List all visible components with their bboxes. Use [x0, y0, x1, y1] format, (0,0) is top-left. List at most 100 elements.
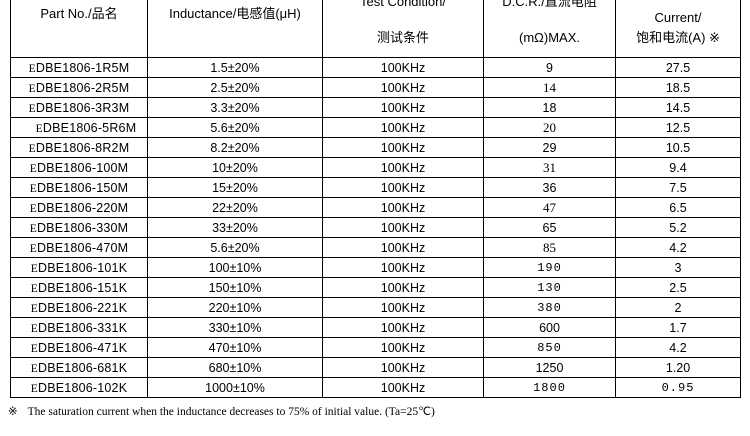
- col-header-dcr-en: D.C.R./直流电阻: [502, 0, 597, 9]
- cell-test-condition: 100KHz: [322, 377, 484, 398]
- cell-test-condition: 100KHz: [322, 317, 484, 338]
- part-no-rest: DBE1806-8R2M: [35, 140, 130, 155]
- cell-test-condition: 100KHz: [322, 237, 484, 258]
- cell-current: 0.95: [615, 377, 741, 398]
- cell-dcr: 85: [483, 237, 616, 258]
- cell-inductance: 15±20%: [147, 177, 323, 198]
- part-no-first-char: E: [28, 62, 36, 75]
- part-no-rest: DBE1806-2R5M: [35, 80, 130, 95]
- part-no-rest: DBE1806-220M: [36, 200, 129, 215]
- part-no-first-char: E: [29, 202, 37, 215]
- cell-test-condition: 100KHz: [322, 277, 484, 298]
- table-row: EDBE1806-470M 5.6±20% 100KHz 85 4.2: [10, 237, 741, 258]
- footnote: ※ The saturation current when the inducta…: [8, 405, 738, 419]
- cell-dcr: 600: [483, 317, 616, 338]
- cell-inductance: 1.5±20%: [147, 57, 323, 78]
- cell-dcr: 190: [483, 257, 616, 278]
- part-no-rest: DBE1806-1R5M: [35, 60, 130, 75]
- cell-inductance: 10±20%: [147, 157, 323, 178]
- cell-test-condition: 100KHz: [322, 77, 484, 98]
- table-row: EDBE1806-2R5M 2.5±20% 100KHz 14 18.5: [10, 77, 741, 98]
- cell-part-no: EDBE1806-681K: [10, 357, 148, 378]
- cell-part-no: EDBE1806-150M: [10, 177, 148, 198]
- part-no-first-char: E: [30, 322, 38, 335]
- cell-inductance: 5.6±20%: [147, 237, 323, 258]
- cell-part-no: EDBE1806-151K: [10, 277, 148, 298]
- cell-current: 4.2: [615, 337, 741, 358]
- part-no-rest: DBE1806-100M: [36, 160, 129, 175]
- cell-test-condition: 100KHz: [322, 117, 484, 138]
- table-row: EDBE1806-150M 15±20% 100KHz 36 7.5: [10, 177, 741, 198]
- cell-test-condition: 100KHz: [322, 177, 484, 198]
- cell-current: 18.5: [615, 77, 741, 98]
- col-header-part-no: Part No./品名: [10, 0, 148, 58]
- cell-dcr: 1800: [483, 377, 616, 398]
- part-no-rest: DBE1806-150M: [36, 180, 129, 195]
- part-no-first-char: E: [29, 242, 37, 255]
- cell-dcr: 36: [483, 177, 616, 198]
- table-row: EDBE1806-5R6M 5.6±20% 100KHz 20 12.5: [10, 117, 741, 138]
- part-no-rest: DBE1806-101K: [37, 260, 128, 275]
- cell-test-condition: 100KHz: [322, 137, 484, 158]
- col-header-current-en: Current/: [654, 10, 702, 25]
- part-no-first-char: E: [30, 362, 38, 375]
- table-row: EDBE1806-1R5M 1.5±20% 100KHz 9 27.5: [10, 57, 741, 78]
- part-no-first-char: E: [30, 262, 38, 275]
- cell-current: 9.4: [615, 157, 741, 178]
- col-header-current-cn: 饱和电流(A) ※: [636, 30, 720, 45]
- table-row: EDBE1806-681K 680±10% 100KHz 1250 1.20: [10, 357, 741, 378]
- col-header-current: Current/ 饱和电流(A) ※: [615, 0, 741, 58]
- part-no-rest: DBE1806-151K: [37, 280, 128, 295]
- cell-test-condition: 100KHz: [322, 217, 484, 238]
- part-no-first-char: E: [30, 382, 38, 395]
- cell-dcr: 130: [483, 277, 616, 298]
- cell-dcr: 380: [483, 297, 616, 318]
- part-no-first-char: E: [29, 222, 37, 235]
- cell-current: 5.2: [615, 217, 741, 238]
- part-no-first-char: E: [29, 162, 37, 175]
- cell-test-condition: 100KHz: [322, 97, 484, 118]
- part-no-first-char: E: [29, 182, 37, 195]
- cell-current: 10.5: [615, 137, 741, 158]
- part-no-first-char: E: [28, 82, 36, 95]
- cell-part-no: EDBE1806-3R3M: [10, 97, 148, 118]
- cell-inductance: 100±10%: [147, 257, 323, 278]
- spec-table-container: Part No./品名 Inductance/电感值(μH) Test Cond…: [10, 0, 741, 398]
- part-no-first-char: E: [30, 282, 38, 295]
- cell-current: 4.2: [615, 237, 741, 258]
- part-no-first-char: E: [28, 102, 36, 115]
- part-no-rest: DBE1806-5R6M: [42, 120, 137, 135]
- cell-test-condition: 100KHz: [322, 57, 484, 78]
- cell-inductance: 5.6±20%: [147, 117, 323, 138]
- cell-current: 7.5: [615, 177, 741, 198]
- cell-dcr: 1250: [483, 357, 616, 378]
- cell-current: 6.5: [615, 197, 741, 218]
- table-row: EDBE1806-102K 1000±10% 100KHz 1800 0.95: [10, 377, 741, 398]
- cell-part-no: EDBE1806-330M: [10, 217, 148, 238]
- footnote-text: The saturation current when the inductan…: [27, 406, 435, 418]
- cell-dcr: 47: [483, 197, 616, 218]
- cell-current: 1.20: [615, 357, 741, 378]
- cell-part-no: EDBE1806-102K: [10, 377, 148, 398]
- table-row: EDBE1806-220M 22±20% 100KHz 47 6.5: [10, 197, 741, 218]
- cell-part-no: EDBE1806-220M: [10, 197, 148, 218]
- cell-part-no: EDBE1806-100M: [10, 157, 148, 178]
- cell-inductance: 680±10%: [147, 357, 323, 378]
- col-header-inductance-label: Inductance/电感值(μH): [169, 6, 301, 21]
- table-row: EDBE1806-471K 470±10% 100KHz 850 4.2: [10, 337, 741, 358]
- cell-dcr: 31: [483, 157, 616, 178]
- cell-inductance: 220±10%: [147, 297, 323, 318]
- cell-inductance: 150±10%: [147, 277, 323, 298]
- cell-test-condition: 100KHz: [322, 337, 484, 358]
- cell-part-no: EDBE1806-1R5M: [10, 57, 148, 78]
- table-header: Part No./品名 Inductance/电感值(μH) Test Cond…: [10, 0, 741, 58]
- cell-part-no: EDBE1806-2R5M: [10, 77, 148, 98]
- col-header-dcr: D.C.R./直流电阻 (mΩ)MAX.: [483, 0, 616, 58]
- cell-part-no: EDBE1806-470M: [10, 237, 148, 258]
- cell-inductance: 8.2±20%: [147, 137, 323, 158]
- cell-dcr: 9: [483, 57, 616, 78]
- footnote-reference-mark: ※: [8, 406, 18, 418]
- part-no-rest: DBE1806-681K: [37, 360, 128, 375]
- part-no-rest: DBE1806-221K: [37, 300, 128, 315]
- part-no-rest: DBE1806-3R3M: [35, 100, 130, 115]
